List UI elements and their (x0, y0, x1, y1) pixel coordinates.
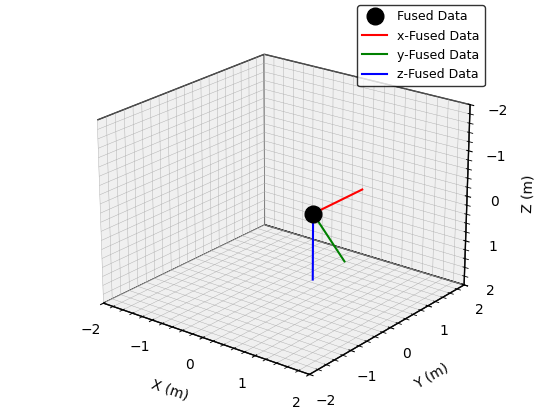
Y-axis label: Y (m): Y (m) (412, 360, 451, 391)
X-axis label: X (m): X (m) (150, 377, 190, 403)
Legend: Fused Data, x-Fused Data, y-Fused Data, z-Fused Data: Fused Data, x-Fused Data, y-Fused Data, … (357, 5, 485, 86)
